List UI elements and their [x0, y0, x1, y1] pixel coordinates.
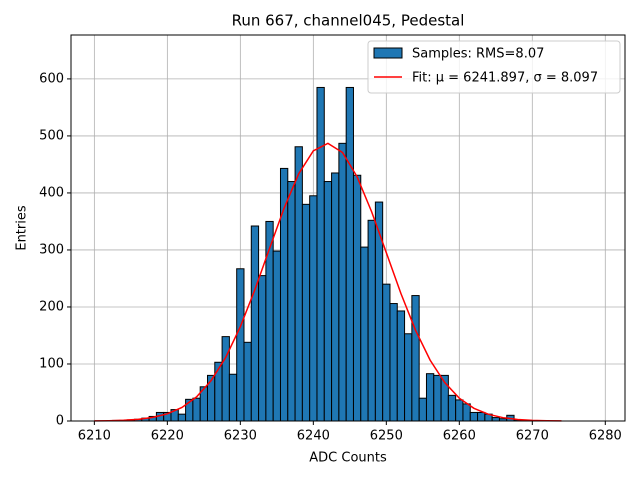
bar: [236, 268, 245, 422]
bar: [374, 201, 384, 422]
bar: [382, 283, 391, 422]
bar: [294, 146, 303, 422]
x-tick-label: 6220: [151, 429, 184, 444]
bar: [221, 336, 230, 422]
x-tick-label: 6260: [443, 429, 476, 444]
x-tick-label: 6250: [370, 429, 403, 444]
fit-line: [94, 142, 562, 422]
bar: [258, 275, 267, 422]
bar: [192, 397, 201, 422]
y-tick-label: 100: [39, 356, 64, 371]
bar: [396, 310, 406, 422]
bar: [477, 411, 486, 422]
bar: [367, 219, 376, 422]
bar: [323, 181, 333, 422]
bar: [433, 374, 442, 422]
bar: [418, 397, 427, 422]
bar: [206, 374, 216, 422]
bar: [272, 250, 281, 422]
bar: [389, 303, 398, 422]
chart-title: Run 667, channel045, Pedestal: [232, 12, 465, 30]
bar: [404, 333, 413, 422]
bar: [331, 172, 340, 422]
y-axis-label: Entries: [15, 205, 30, 251]
bar: [411, 295, 420, 422]
axes-frame: [70, 34, 626, 422]
bar: [243, 341, 252, 422]
y-tick-label: 300: [39, 242, 64, 257]
bar: [316, 86, 325, 422]
bar: [265, 220, 274, 422]
y-tick-label: 500: [39, 128, 64, 143]
bar: [345, 86, 354, 422]
bar: [301, 203, 311, 422]
bar: [338, 142, 347, 422]
bar: [425, 373, 435, 422]
bar: [360, 246, 369, 422]
bar: [447, 394, 457, 422]
bar: [177, 413, 187, 422]
bar: [455, 399, 464, 422]
legend-label: Samples: RMS=8.07: [412, 47, 544, 62]
y-tick-label: 0: [56, 414, 64, 429]
legend-label: Fit: μ = 6241.897, σ = 8.097: [412, 71, 598, 86]
bar: [491, 417, 500, 422]
bar: [250, 225, 260, 422]
x-tick-label: 6230: [224, 429, 257, 444]
bar: [287, 181, 296, 422]
bar: [469, 411, 479, 422]
x-tick-label: 6210: [78, 429, 111, 444]
bar: [214, 361, 223, 422]
y-tick-label: 600: [39, 71, 64, 86]
bar: [352, 174, 362, 422]
x-tick-label: 6280: [589, 429, 622, 444]
bar: [309, 195, 318, 422]
x-tick-label: 6240: [297, 429, 330, 444]
bar: [462, 403, 471, 422]
x-tick-label: 6270: [516, 429, 549, 444]
y-tick-label: 200: [39, 299, 64, 314]
legend-swatch: [373, 47, 403, 59]
y-tick-label: 400: [39, 185, 64, 200]
legend-box: [367, 40, 621, 94]
x-axis-label: ADC Counts: [309, 451, 387, 466]
bar: [228, 373, 238, 422]
